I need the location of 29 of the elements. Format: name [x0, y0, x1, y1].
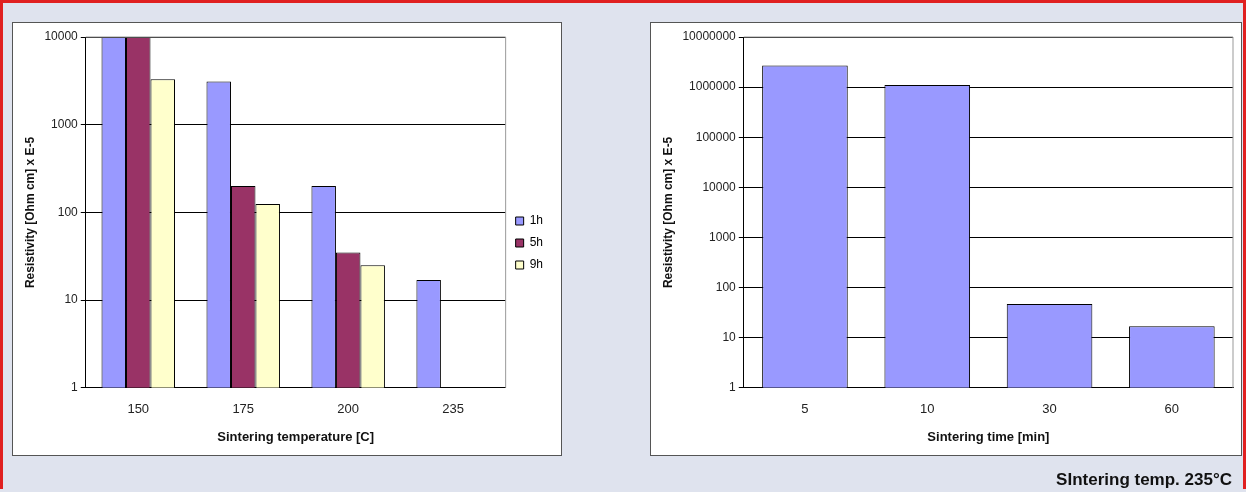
- y-tick-label: 1000: [51, 117, 79, 132]
- y-tick-label: 10000: [44, 29, 79, 44]
- x-tick-label: 200: [337, 401, 360, 417]
- y-tick-label: 10: [64, 292, 79, 307]
- y-tick-label: 100000: [695, 129, 737, 144]
- x-tick-label: 175: [232, 401, 255, 417]
- y-tick-label: 10: [722, 330, 737, 344]
- y-axis-title: Resistivity [Ohm cm] x E-5: [22, 136, 37, 289]
- x-tick-label: 150: [127, 401, 150, 417]
- text: SIntering temp. 235°C: [1056, 470, 1232, 490]
- x-tick-label: 60: [1164, 401, 1180, 417]
- y-axis-title: Resistivity [Ohm cm] x E-5: [660, 136, 675, 289]
- x-axis-title: Sintering time [min]: [927, 428, 1050, 444]
- legend-label: 5h: [529, 235, 544, 250]
- x-axis-title: Sintering temperature [C]: [217, 428, 375, 444]
- y-tick-label: 1: [729, 380, 737, 395]
- y-tick-label: 1000000: [689, 79, 737, 94]
- x-tick-label: 30: [1042, 401, 1057, 417]
- y-tick-label: 10000000: [682, 29, 737, 44]
- y-tick-label: 100: [715, 279, 737, 294]
- x-tick-label: 235: [442, 401, 465, 417]
- legend-label: 1h: [529, 213, 544, 228]
- y-tick-label: 1000: [709, 229, 737, 244]
- x-tick-label: 5: [801, 401, 809, 417]
- x-tick-label: 10: [920, 401, 935, 417]
- y-tick-label: 1: [71, 380, 79, 395]
- y-tick-label: 10000: [702, 179, 737, 194]
- legend-label: 9h: [529, 257, 544, 272]
- y-tick-label: 100: [57, 204, 79, 219]
